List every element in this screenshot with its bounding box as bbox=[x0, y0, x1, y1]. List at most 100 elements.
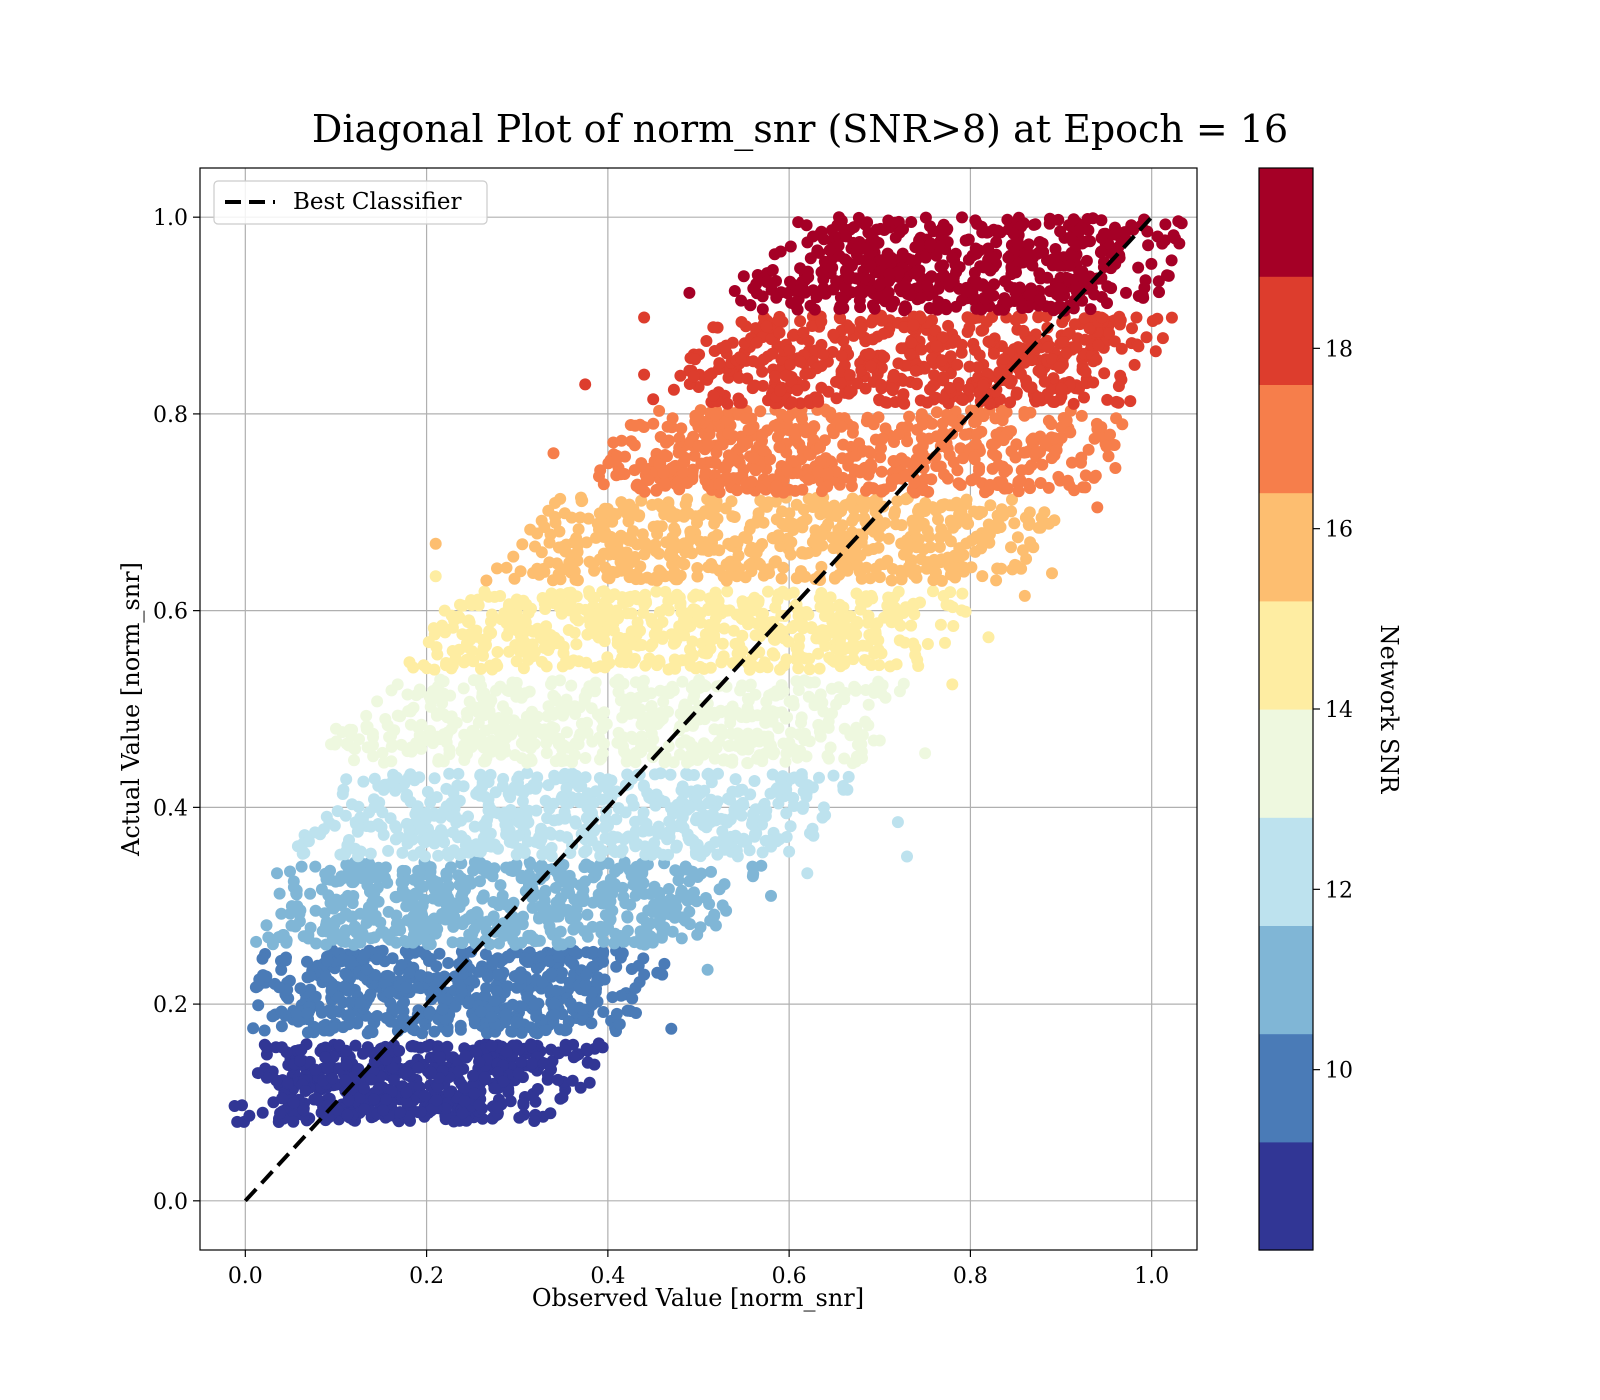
scatter-point bbox=[936, 417, 949, 430]
scatter-outlier bbox=[271, 867, 283, 880]
scatter-point bbox=[705, 811, 717, 824]
scatter-point bbox=[688, 689, 701, 702]
scatter-point bbox=[478, 864, 491, 877]
scatter-point bbox=[260, 919, 273, 932]
scatter-point bbox=[330, 914, 343, 927]
scatter-point bbox=[808, 676, 821, 689]
scatter-point bbox=[689, 409, 702, 422]
scatter-point bbox=[681, 477, 694, 489]
scatter-point bbox=[727, 624, 740, 637]
scatter-point bbox=[768, 419, 781, 432]
scatter-point bbox=[721, 397, 734, 410]
scatter-point bbox=[494, 879, 507, 892]
scatter-point bbox=[369, 969, 382, 981]
scatter-point bbox=[680, 767, 693, 780]
scatter-point bbox=[588, 1058, 601, 1071]
scatter-point bbox=[387, 1074, 400, 1086]
scatter-point bbox=[777, 737, 790, 750]
scatter-point bbox=[275, 1020, 288, 1033]
scatter-point bbox=[560, 654, 573, 667]
scatter-point bbox=[1042, 414, 1055, 427]
scatter-point bbox=[592, 606, 605, 619]
scatter-point bbox=[599, 812, 612, 825]
scatter-point bbox=[1012, 485, 1025, 498]
scatter-point bbox=[472, 965, 485, 978]
scatter-point bbox=[991, 562, 1004, 575]
scatter-point bbox=[611, 931, 624, 944]
scatter-point bbox=[652, 820, 665, 833]
scatter-point bbox=[539, 886, 552, 899]
scatter-point bbox=[959, 428, 972, 441]
scatter-point bbox=[894, 619, 907, 632]
scatter-point bbox=[514, 621, 527, 634]
scatter-point bbox=[566, 769, 579, 782]
scatter-point bbox=[830, 510, 843, 522]
scatter-point bbox=[662, 848, 675, 861]
scatter-point bbox=[736, 644, 749, 657]
scatter-point bbox=[857, 444, 870, 457]
scatter-point bbox=[560, 1023, 573, 1036]
scatter-point bbox=[450, 716, 463, 729]
scatter-point bbox=[390, 909, 403, 922]
scatter-point bbox=[722, 427, 735, 440]
scatter-point bbox=[395, 738, 408, 751]
scatter-point bbox=[358, 948, 371, 961]
scatter-point bbox=[364, 847, 377, 860]
scatter-point bbox=[335, 899, 348, 912]
scatter-point bbox=[813, 592, 826, 605]
scatter-point bbox=[887, 371, 900, 384]
scatter-outlier bbox=[592, 1037, 605, 1050]
scatter-point bbox=[274, 1107, 287, 1120]
scatter-point bbox=[613, 1018, 626, 1031]
scatter-point bbox=[800, 750, 813, 763]
scatter-point bbox=[968, 451, 981, 464]
scatter-point bbox=[290, 888, 303, 901]
scatter-point bbox=[826, 707, 838, 720]
scatter-point bbox=[409, 906, 422, 919]
scatter-point bbox=[276, 1092, 289, 1105]
scatter-point bbox=[420, 662, 433, 675]
scatter-outlier bbox=[765, 889, 777, 902]
scatter-point bbox=[659, 585, 672, 598]
scatter-point bbox=[528, 998, 541, 1011]
chart-title: Diagonal Plot of norm_snr (SNR>8) at Epo… bbox=[312, 107, 1288, 152]
scatter-point bbox=[503, 645, 515, 658]
scatter-point bbox=[393, 1044, 406, 1057]
scatter-point bbox=[446, 645, 459, 657]
scatter-point bbox=[581, 716, 593, 729]
scatter-point bbox=[906, 514, 919, 527]
scatter-point bbox=[491, 1066, 504, 1079]
scatter-point bbox=[304, 887, 317, 900]
scatter-point bbox=[418, 893, 431, 906]
scatter-point bbox=[302, 835, 315, 848]
scatter-point bbox=[907, 597, 920, 610]
scatter-point bbox=[621, 607, 633, 620]
scatter-point bbox=[683, 905, 696, 918]
scatter-point bbox=[678, 537, 691, 550]
scatter-point bbox=[473, 1056, 486, 1068]
scatter-point bbox=[552, 813, 565, 826]
scatter-point bbox=[661, 420, 674, 433]
scatter-point bbox=[846, 515, 859, 527]
scatter-point bbox=[639, 536, 651, 549]
scatter-point bbox=[629, 676, 642, 689]
scatter-point bbox=[554, 492, 567, 505]
scatter-point bbox=[780, 783, 793, 796]
scatter-point bbox=[701, 647, 714, 660]
scatter-point bbox=[597, 715, 610, 728]
scatter-point bbox=[749, 464, 762, 477]
scatter-point bbox=[486, 954, 499, 967]
scatter-point bbox=[436, 1003, 449, 1016]
scatter-point bbox=[383, 731, 396, 743]
scatter-point bbox=[675, 932, 688, 945]
scatter-point bbox=[610, 813, 623, 826]
scatter-point bbox=[506, 998, 519, 1011]
scatter-point bbox=[785, 536, 798, 549]
scatter-point bbox=[320, 873, 333, 886]
scatter-point bbox=[606, 991, 619, 1004]
scatter-outlier bbox=[429, 570, 442, 583]
scatter-point bbox=[497, 1075, 510, 1088]
scatter-point bbox=[507, 550, 520, 563]
scatter-point bbox=[545, 841, 558, 854]
